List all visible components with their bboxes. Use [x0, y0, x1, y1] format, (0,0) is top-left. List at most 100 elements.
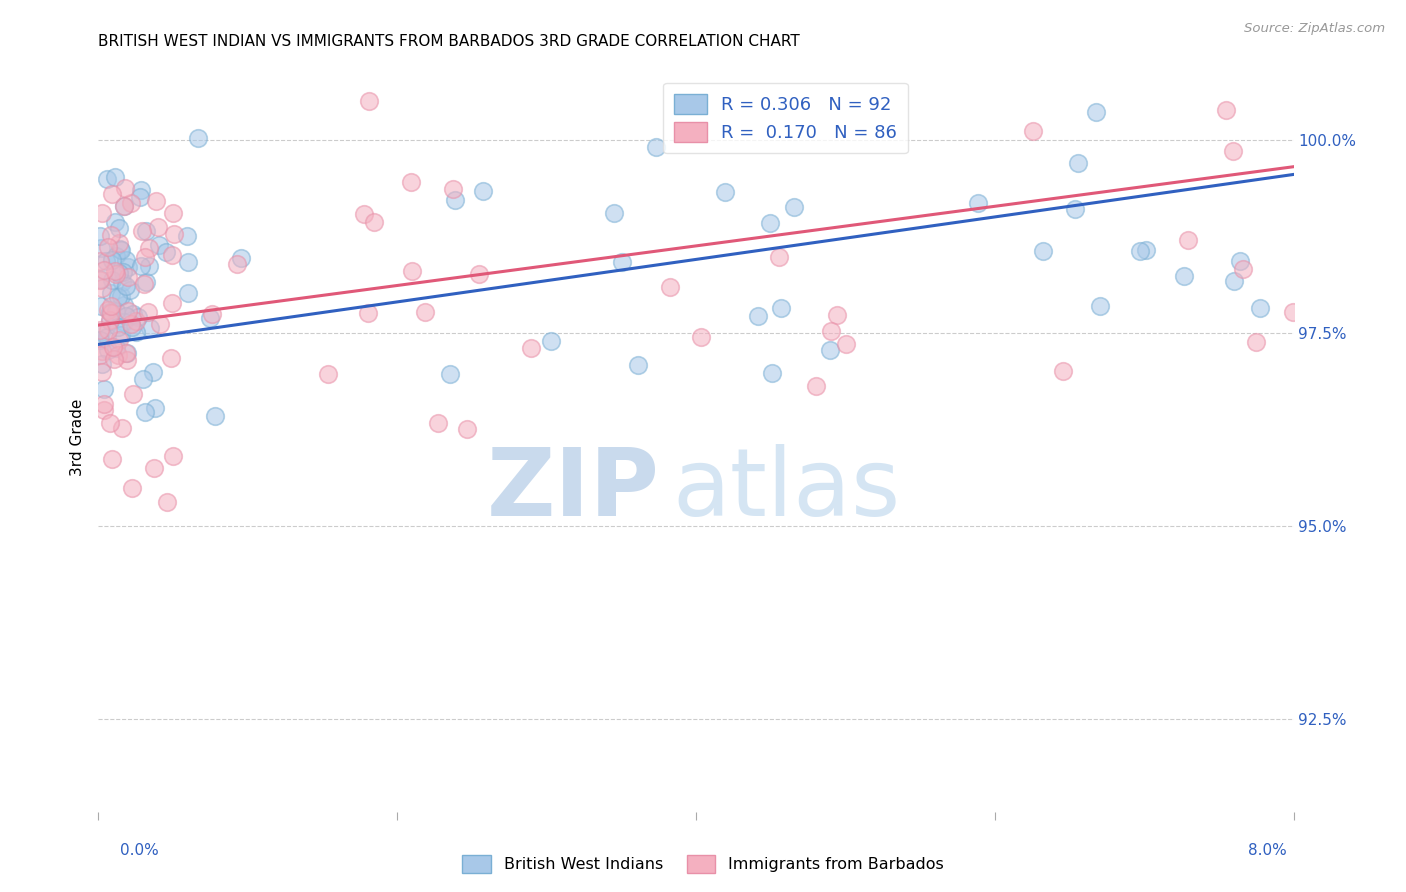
Point — [626, 358, 648, 372]
Point — [357, 94, 380, 108]
Point — [96, 172, 118, 186]
Point — [98, 313, 121, 327]
Point — [93, 402, 115, 417]
Point — [110, 327, 132, 342]
Point — [121, 481, 143, 495]
Point — [761, 366, 783, 380]
Point — [176, 229, 198, 244]
Point — [112, 199, 135, 213]
Point — [1135, 244, 1157, 258]
Point — [112, 199, 135, 213]
Point — [783, 200, 806, 214]
Point — [108, 266, 131, 280]
Point — [966, 196, 988, 211]
Point — [129, 183, 152, 197]
Point — [1229, 253, 1251, 268]
Point — [415, 305, 437, 319]
Point — [89, 333, 111, 347]
Point — [138, 241, 160, 255]
Point — [1084, 105, 1107, 120]
Point — [399, 175, 422, 189]
Point — [115, 309, 138, 323]
Point — [96, 330, 118, 344]
Point — [117, 260, 139, 274]
Point — [131, 224, 153, 238]
Point — [540, 334, 562, 348]
Point — [97, 343, 120, 357]
Point — [770, 301, 793, 315]
Point — [1177, 233, 1199, 247]
Point — [104, 215, 127, 229]
Point — [121, 307, 143, 321]
Point — [100, 452, 122, 467]
Point — [107, 348, 129, 362]
Point — [1022, 124, 1045, 138]
Point — [107, 235, 129, 250]
Point — [111, 275, 134, 289]
Point — [100, 305, 122, 319]
Point — [97, 240, 120, 254]
Point — [131, 259, 153, 273]
Point — [1232, 261, 1254, 276]
Point — [201, 307, 224, 321]
Point — [104, 341, 127, 355]
Point — [132, 372, 155, 386]
Point — [90, 206, 112, 220]
Point — [135, 224, 157, 238]
Text: BRITISH WEST INDIAN VS IMMIGRANTS FROM BARBADOS 3RD GRADE CORRELATION CHART: BRITISH WEST INDIAN VS IMMIGRANTS FROM B… — [98, 34, 800, 49]
Point — [689, 330, 711, 344]
Point — [115, 352, 138, 367]
Point — [143, 401, 166, 415]
Text: ZIP: ZIP — [488, 443, 661, 535]
Point — [149, 318, 172, 332]
Point — [226, 257, 249, 271]
Point — [89, 323, 111, 337]
Text: Source: ZipAtlas.com: Source: ZipAtlas.com — [1244, 22, 1385, 36]
Point — [138, 260, 160, 274]
Point — [108, 242, 131, 256]
Point — [89, 228, 111, 243]
Point — [97, 323, 120, 337]
Point — [1244, 334, 1267, 349]
Y-axis label: 3rd Grade: 3rd Grade — [69, 399, 84, 475]
Point — [127, 310, 149, 324]
Point — [120, 283, 142, 297]
Point — [121, 319, 143, 334]
Point — [91, 358, 114, 372]
Point — [204, 409, 226, 423]
Point — [148, 238, 170, 252]
Point — [603, 206, 626, 220]
Point — [714, 185, 737, 199]
Point — [100, 314, 122, 328]
Point — [659, 279, 682, 293]
Point — [357, 305, 380, 319]
Point — [162, 449, 184, 463]
Point — [108, 333, 131, 347]
Point — [117, 270, 139, 285]
Point — [90, 343, 112, 358]
Point — [139, 321, 162, 335]
Text: 0.0%: 0.0% — [120, 843, 159, 858]
Point — [120, 196, 142, 211]
Point — [120, 317, 142, 331]
Point — [89, 272, 111, 286]
Legend: R = 0.306   N = 92, R =  0.170   N = 86: R = 0.306 N = 92, R = 0.170 N = 86 — [664, 83, 908, 153]
Point — [104, 264, 127, 278]
Point — [456, 422, 478, 436]
Point — [107, 290, 129, 304]
Point — [114, 181, 136, 195]
Point — [101, 187, 124, 202]
Point — [135, 275, 157, 289]
Point — [444, 193, 467, 207]
Point — [1067, 155, 1090, 169]
Point — [94, 253, 117, 268]
Point — [125, 314, 148, 328]
Point — [108, 221, 131, 235]
Point — [162, 205, 184, 219]
Point — [472, 184, 495, 198]
Point — [89, 253, 111, 268]
Point — [96, 302, 118, 317]
Point — [112, 315, 135, 329]
Point — [100, 228, 122, 243]
Text: 8.0%: 8.0% — [1247, 843, 1286, 858]
